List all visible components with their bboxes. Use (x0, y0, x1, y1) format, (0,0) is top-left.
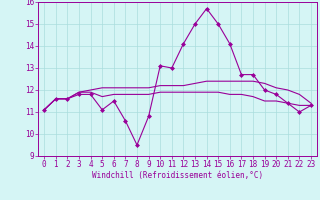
X-axis label: Windchill (Refroidissement éolien,°C): Windchill (Refroidissement éolien,°C) (92, 171, 263, 180)
